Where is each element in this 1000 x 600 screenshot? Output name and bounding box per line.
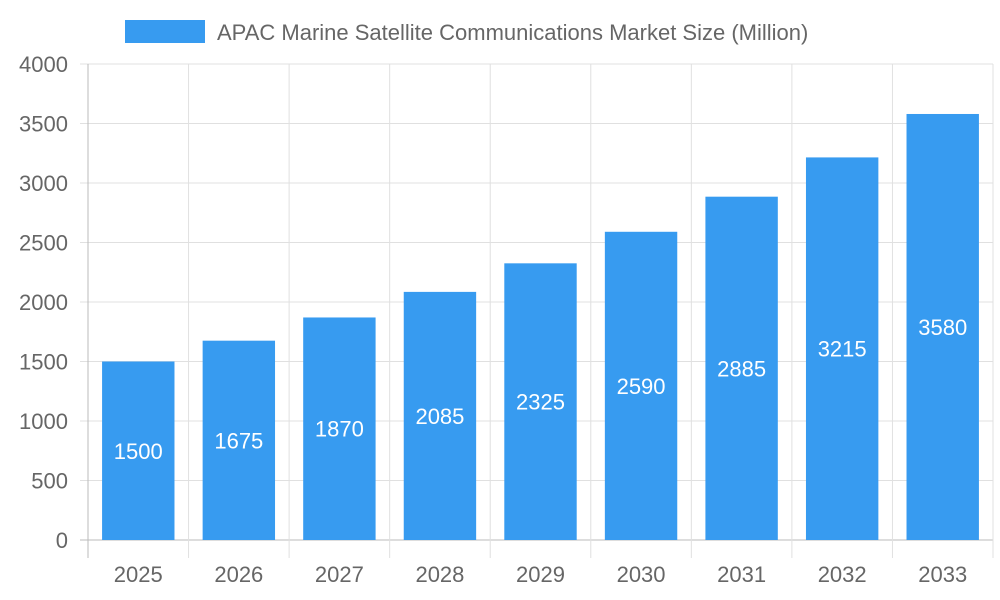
data-label: 3580 bbox=[918, 315, 967, 340]
x-tick-label: 2030 bbox=[617, 562, 666, 587]
data-label: 2325 bbox=[516, 390, 565, 415]
y-tick-label: 2000 bbox=[19, 290, 68, 315]
y-tick-label: 500 bbox=[31, 469, 68, 494]
x-tick-label: 2029 bbox=[516, 562, 565, 587]
bar bbox=[705, 196, 778, 540]
bar bbox=[202, 340, 276, 540]
x-tick-label: 2032 bbox=[818, 562, 867, 587]
x-tick-label: 2033 bbox=[918, 562, 967, 587]
bar bbox=[403, 291, 477, 540]
data-label: 2885 bbox=[717, 356, 766, 381]
y-tick-label: 4000 bbox=[19, 52, 68, 77]
x-tick-label: 2028 bbox=[415, 562, 464, 587]
bar bbox=[805, 157, 879, 541]
bar bbox=[504, 263, 577, 540]
x-tick-label: 2031 bbox=[717, 562, 766, 587]
legend-label: APAC Marine Satellite Communications Mar… bbox=[217, 20, 808, 45]
y-tick-label: 2500 bbox=[19, 231, 68, 256]
y-tick-label: 1500 bbox=[19, 350, 68, 375]
y-tick-label: 0 bbox=[56, 528, 68, 553]
bar bbox=[604, 231, 678, 541]
y-tick-label: 3000 bbox=[19, 171, 68, 196]
x-tick-label: 2027 bbox=[315, 562, 364, 587]
legend-swatch bbox=[125, 20, 205, 43]
data-label: 3215 bbox=[818, 337, 867, 362]
data-label: 1500 bbox=[114, 439, 163, 464]
x-tick-label: 2026 bbox=[214, 562, 263, 587]
data-label: 2085 bbox=[415, 404, 464, 429]
x-tick-label: 2025 bbox=[114, 562, 163, 587]
data-label: 1870 bbox=[315, 417, 364, 442]
data-label: 2590 bbox=[617, 374, 666, 399]
bar bbox=[102, 361, 175, 540]
y-tick-label: 1000 bbox=[19, 409, 68, 434]
bar bbox=[303, 317, 376, 540]
bar bbox=[906, 113, 979, 540]
data-label: 1675 bbox=[214, 428, 263, 453]
y-tick-label: 3500 bbox=[19, 112, 68, 137]
